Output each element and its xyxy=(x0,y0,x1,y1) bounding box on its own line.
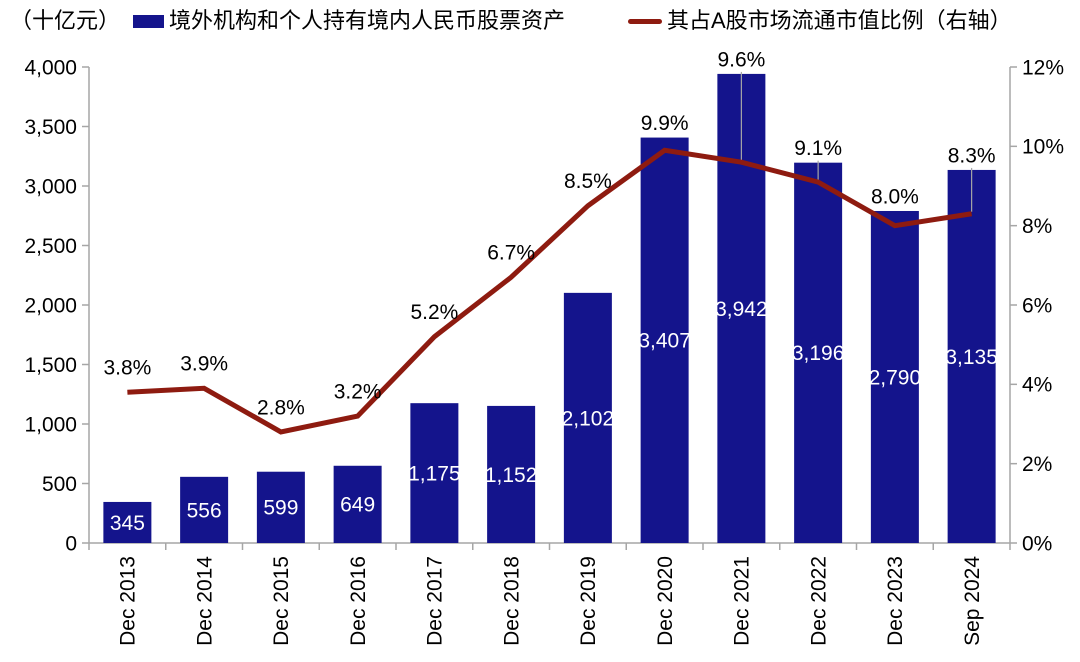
bar-value-label: 556 xyxy=(187,499,222,522)
x-axis-category-label: Dec 2022 xyxy=(807,556,830,646)
bar-value-label: 3,135 xyxy=(945,346,998,369)
bar xyxy=(794,162,843,543)
left-axis-tick-label: 0 xyxy=(65,532,77,555)
line-value-label: 3.9% xyxy=(180,353,228,376)
bar xyxy=(180,476,229,543)
bar xyxy=(947,169,996,543)
bar xyxy=(256,471,305,543)
bar xyxy=(870,210,919,544)
bar-value-label: 2,790 xyxy=(869,366,922,389)
x-axis-category-label: Dec 2020 xyxy=(654,556,677,646)
legend-item-bar-series: 境外机构和个人持有境内人民币股票资产 xyxy=(133,8,565,34)
x-axis-category-label: Dec 2019 xyxy=(577,556,600,646)
bar-value-label: 3,407 xyxy=(638,330,691,353)
x-axis-category-label: Dec 2023 xyxy=(884,556,907,646)
x-axis-category-label: Dec 2016 xyxy=(347,556,370,646)
left-axis-tick-label: 2,000 xyxy=(24,294,77,317)
right-axis-tick-label: 6% xyxy=(1022,294,1052,317)
bar-value-label: 1,175 xyxy=(408,462,461,485)
line-value-label: 9.9% xyxy=(641,112,689,135)
bar xyxy=(103,501,152,543)
left-axis-tick-label: 1,000 xyxy=(24,413,77,436)
x-axis-category-label: Dec 2018 xyxy=(500,556,523,646)
bar-series-swatch-icon xyxy=(133,14,164,28)
line-value-label: 3.2% xyxy=(334,380,382,403)
left-axis-tick-label: 2,500 xyxy=(24,235,77,258)
bar xyxy=(333,465,382,543)
right-axis-tick-label: 10% xyxy=(1022,136,1064,159)
x-axis-category-label: Dec 2017 xyxy=(424,556,447,646)
right-axis-tick-label: 12% xyxy=(1022,56,1064,79)
right-axis-tick-label: 2% xyxy=(1022,453,1052,476)
right-axis-tick-label: 0% xyxy=(1022,532,1052,555)
right-axis-tick-label: 4% xyxy=(1022,374,1052,397)
line-value-label: 6.7% xyxy=(487,242,535,265)
left-axis-tick-label: 4,000 xyxy=(24,56,77,79)
line-value-label: 9.1% xyxy=(794,137,842,160)
x-axis-category-label: Dec 2021 xyxy=(731,556,754,646)
x-axis-category-label: Sep 2024 xyxy=(961,556,984,646)
line-value-label: 2.8% xyxy=(257,396,305,419)
bar-value-label: 2,102 xyxy=(562,407,615,430)
bar-value-label: 1,152 xyxy=(485,464,538,487)
x-axis-category-label: Dec 2015 xyxy=(270,556,293,646)
axis-unit-label: （十亿元） xyxy=(10,8,121,33)
legend-label-line-series: 其占A股市场流通市值比例（右轴） xyxy=(667,8,1012,33)
x-axis-category-label: Dec 2013 xyxy=(117,556,140,646)
right-axis-tick-label: 8% xyxy=(1022,215,1052,238)
chart-header: （十亿元） 境外机构和个人持有境内人民币股票资产 其占A股市场流通市值比例（右轴… xyxy=(0,0,1080,44)
line-series-swatch-icon xyxy=(628,18,662,24)
bar-value-label: 3,942 xyxy=(715,298,768,321)
legend-item-line-series: 其占A股市场流通市值比例（右轴） xyxy=(628,8,1012,34)
left-axis-tick-label: 3,000 xyxy=(24,175,77,198)
bar-value-label: 3,196 xyxy=(792,342,845,365)
bar-value-label: 599 xyxy=(263,497,298,520)
bar xyxy=(640,137,689,543)
bar xyxy=(563,292,612,543)
bar xyxy=(487,405,536,543)
line-value-label: 8.3% xyxy=(948,144,996,167)
bar-value-label: 649 xyxy=(340,494,375,517)
legend-label-bar-series: 境外机构和个人持有境内人民币股票资产 xyxy=(169,8,566,33)
left-axis-tick-label: 1,500 xyxy=(24,354,77,377)
line-series xyxy=(127,147,973,435)
line-value-label: 5.2% xyxy=(410,301,458,324)
left-axis-tick-label: 500 xyxy=(42,473,77,496)
bar-value-label: 345 xyxy=(110,512,145,535)
line-value-label: 3.8% xyxy=(103,357,151,380)
left-axis-tick-label: 3,500 xyxy=(24,116,77,139)
bar xyxy=(410,403,459,543)
line-value-label: 8.5% xyxy=(564,170,612,193)
x-axis-category-label: Dec 2014 xyxy=(193,556,216,646)
line-value-label: 9.6% xyxy=(717,48,765,71)
line-value-label: 8.0% xyxy=(871,185,919,208)
